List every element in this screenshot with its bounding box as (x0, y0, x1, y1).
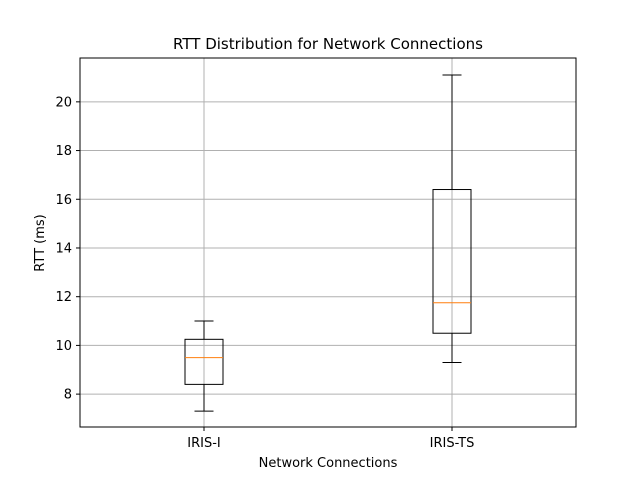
box-iris-i (184, 320, 224, 412)
chart-title: RTT Distribution for Network Connections (173, 35, 483, 53)
x-axis-label: Network Connections (259, 456, 398, 471)
y-tick-label: 16 (55, 193, 72, 208)
plot-frame (79, 57, 577, 428)
box-iris-ts (432, 74, 472, 363)
x-tick-label: IRIS-TS (430, 436, 475, 451)
y-tick-label: 10 (55, 339, 72, 354)
y-tick-label: 20 (55, 95, 72, 110)
y-tick-label: 12 (55, 290, 72, 305)
box-layer (184, 74, 472, 412)
tick-layer: 8 10 12 14 16 18 20 IRIS-I IRIS-TS (55, 95, 474, 451)
grid-layer (80, 58, 576, 427)
x-tick-label: IRIS-I (187, 436, 220, 451)
y-axis-label: RTT (ms) (33, 214, 48, 271)
y-tick-label: 14 (55, 241, 72, 256)
iqr-box (432, 189, 472, 334)
y-tick-label: 8 (64, 388, 72, 403)
iqr-box (184, 338, 224, 385)
y-tick-label: 18 (55, 144, 72, 159)
